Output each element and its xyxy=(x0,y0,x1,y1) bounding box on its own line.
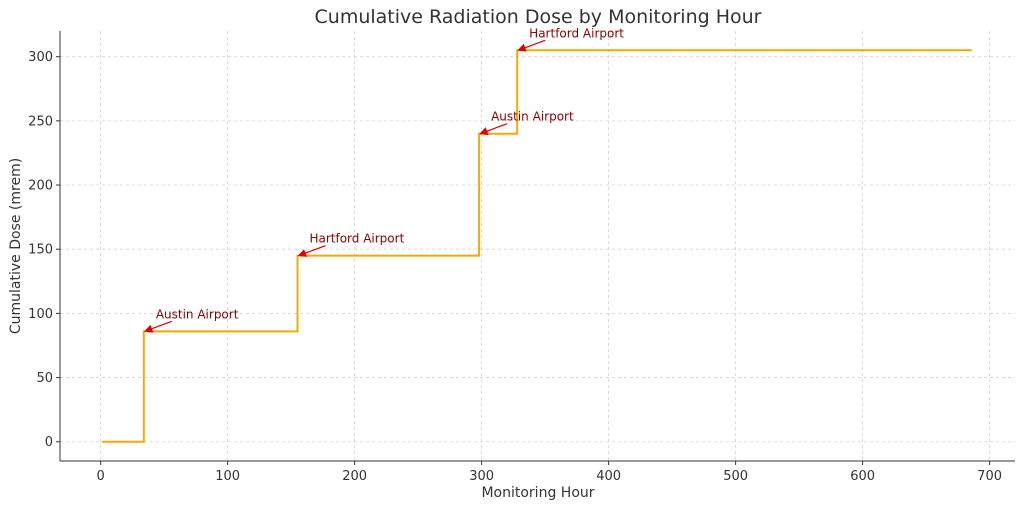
series-layer xyxy=(101,49,972,443)
annotation-arrow xyxy=(517,39,546,52)
grid xyxy=(60,31,1015,461)
y-tick-label: 100 xyxy=(28,307,53,322)
annotation-arrow xyxy=(479,123,508,135)
y-axis-label: Cumulative Dose (mrem) xyxy=(8,158,24,334)
annotation-label: Hartford Airport xyxy=(309,232,404,246)
x-tick-label: 100 xyxy=(215,469,240,484)
x-tick-label: 600 xyxy=(850,469,875,484)
axes: 0 100 200 300 400 500 600 700 0 50 100 150 200 250 300 xyxy=(28,31,1015,484)
x-tick-label: 700 xyxy=(977,469,1002,484)
chart-title: Cumulative Radiation Dose by Monitoring … xyxy=(315,6,762,28)
annotation-arrow xyxy=(297,245,326,257)
x-tick-label: 200 xyxy=(342,469,367,484)
annotation-label: Austin Airport xyxy=(156,307,239,321)
y-tick-label: 150 xyxy=(28,243,53,258)
y-tick-label: 250 xyxy=(28,114,53,129)
y-tick-label: 0 xyxy=(45,435,53,450)
x-tick-label: 300 xyxy=(469,469,494,484)
x-tick-label: 500 xyxy=(723,469,748,484)
annotation-label: Hartford Airport xyxy=(529,26,624,40)
y-tick-label: 300 xyxy=(28,50,53,65)
x-axis-label: Monitoring Hour xyxy=(481,485,594,501)
annotations: Austin Airport Hartford Airport Austin Air… xyxy=(144,26,624,333)
annotation-label: Austin Airport xyxy=(491,110,574,124)
annotation-arrow xyxy=(144,320,173,333)
x-tick-label: 400 xyxy=(596,469,621,484)
series-line xyxy=(101,49,972,443)
y-tick-label: 50 xyxy=(36,371,53,386)
x-tick-label: 0 xyxy=(96,469,104,484)
y-tick-label: 200 xyxy=(28,179,53,194)
